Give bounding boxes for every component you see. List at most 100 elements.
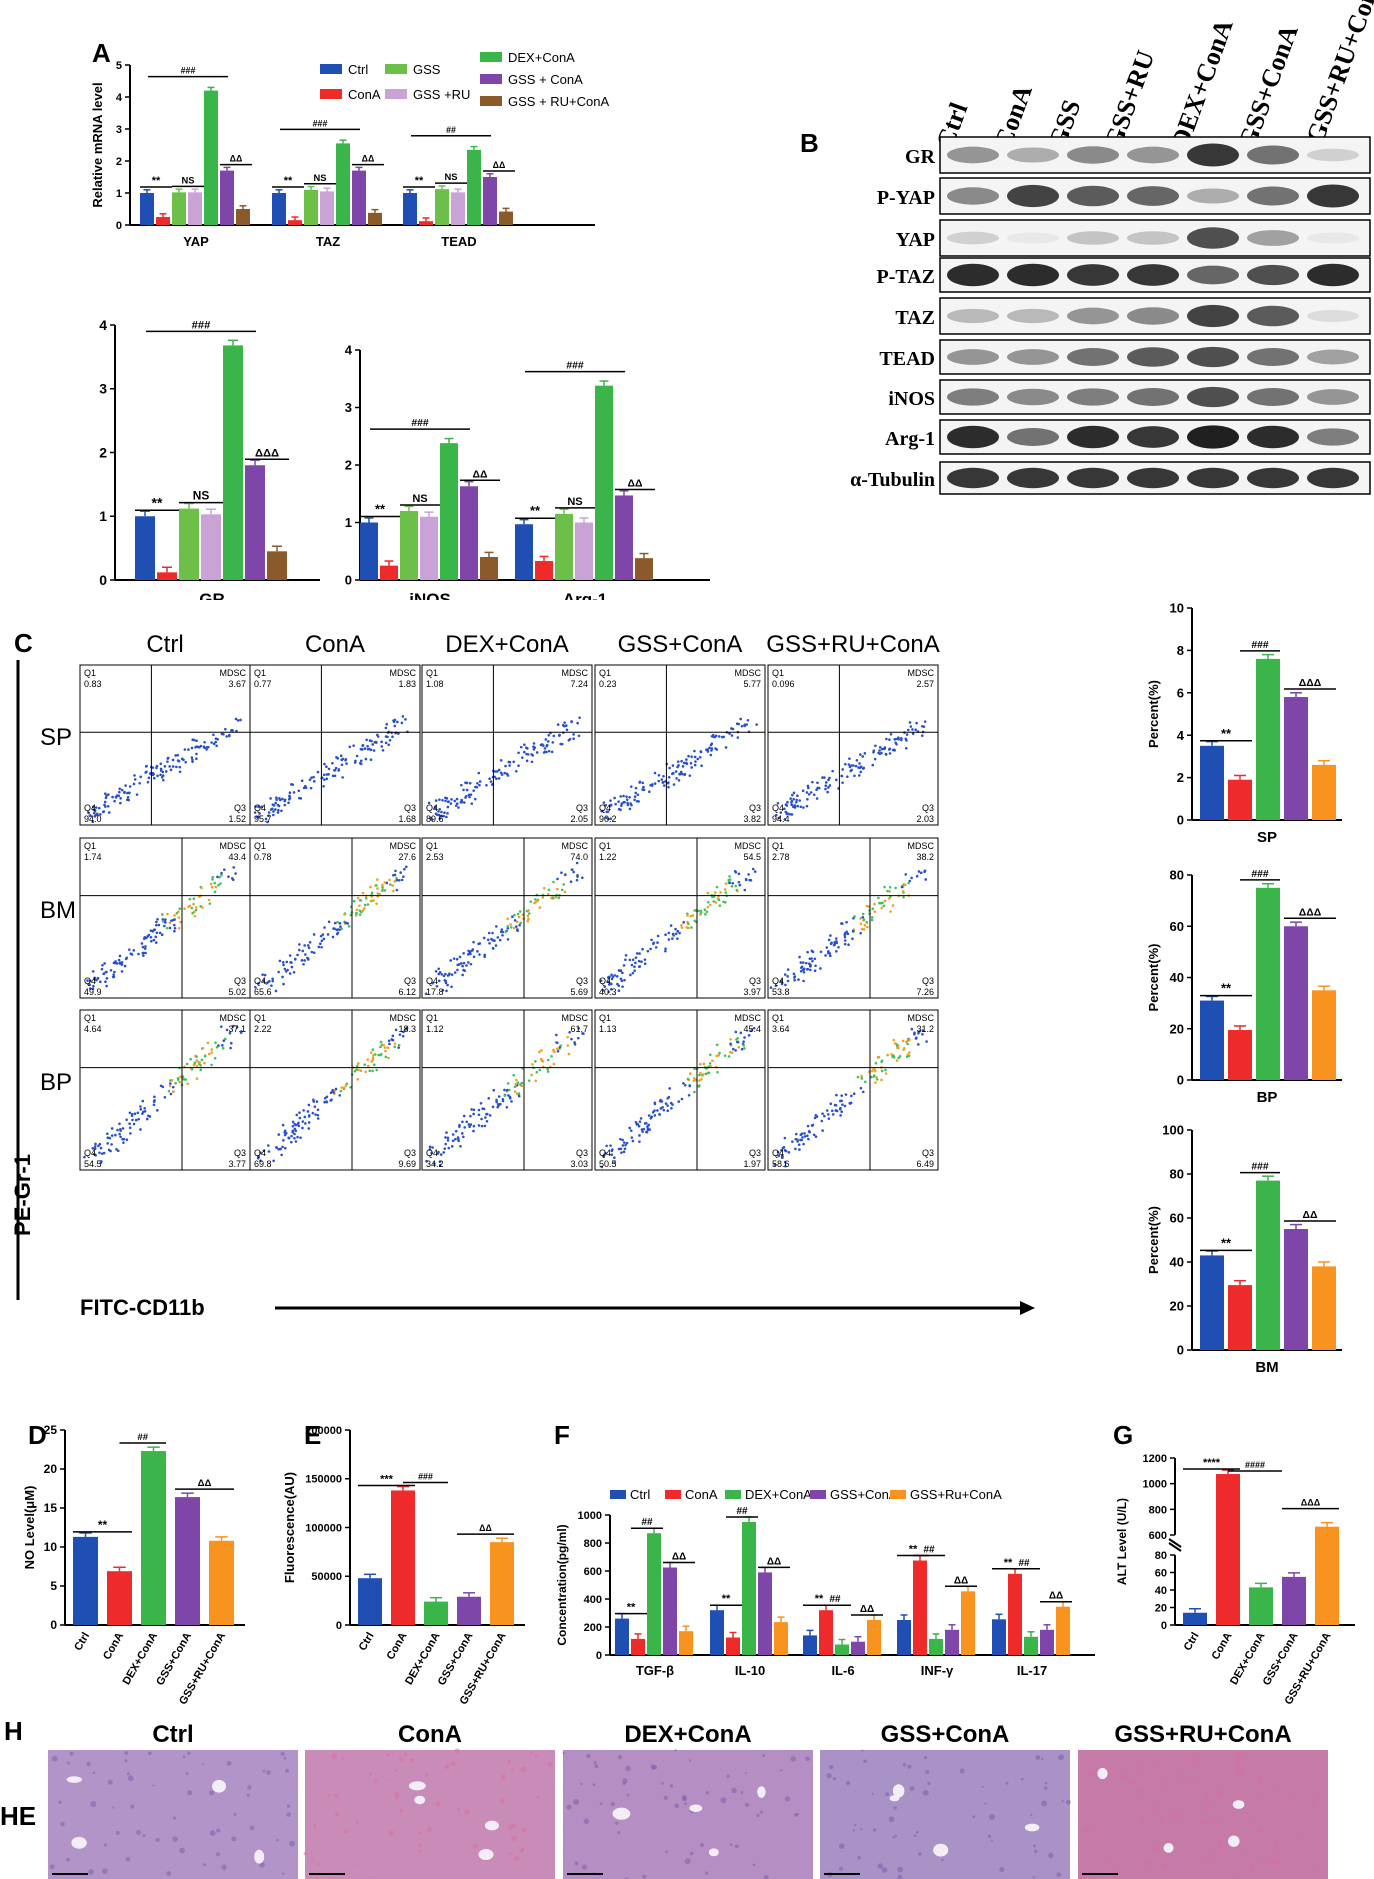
flow-event xyxy=(363,903,367,907)
blot-band xyxy=(1307,184,1359,208)
flow-event xyxy=(388,738,392,742)
flow-event xyxy=(167,1089,171,1093)
flow-event xyxy=(272,813,275,817)
flow-event xyxy=(162,778,165,782)
flow-event xyxy=(501,1098,505,1101)
flow-event xyxy=(497,768,501,772)
flow-event xyxy=(312,780,316,783)
flow-event xyxy=(163,924,166,928)
quadrant-q4-value: 95.7 xyxy=(254,814,272,824)
y-tick-label: 2 xyxy=(1177,770,1184,785)
flow-event xyxy=(394,869,397,873)
tissue-speck xyxy=(1111,1864,1115,1868)
flow-event xyxy=(333,927,336,930)
bar xyxy=(220,170,234,225)
flow-event xyxy=(796,1140,799,1143)
flow-event xyxy=(545,750,548,754)
flow-event xyxy=(135,793,139,796)
flow-event xyxy=(809,965,812,968)
flow-event xyxy=(361,891,365,895)
quadrant-q4-value: 69.8 xyxy=(254,1159,272,1169)
flow-event xyxy=(793,976,796,979)
tissue-speck xyxy=(58,1800,62,1805)
flow-event xyxy=(118,954,122,958)
flow-event xyxy=(553,1050,556,1054)
flow-event xyxy=(634,786,638,790)
flow-event xyxy=(372,1054,375,1057)
flow-event xyxy=(461,964,464,968)
flow-event xyxy=(536,899,539,903)
flow-event xyxy=(515,769,518,773)
flow-event xyxy=(874,744,877,748)
flow-event xyxy=(147,776,151,780)
tissue-speck xyxy=(280,1751,285,1756)
bar xyxy=(945,1629,959,1655)
bar xyxy=(304,189,318,225)
flow-event xyxy=(215,1045,219,1049)
sig-stars: ** xyxy=(1221,726,1232,741)
y-tick-label: 80 xyxy=(1170,1167,1184,1182)
flow-event xyxy=(117,958,121,962)
flow-event xyxy=(442,1151,446,1154)
flow-event xyxy=(144,765,148,768)
tissue-speck xyxy=(372,1875,375,1878)
legend-label: GSS+ConA xyxy=(830,1487,898,1502)
flow-event xyxy=(581,876,584,880)
flow-event xyxy=(393,1042,397,1045)
bar xyxy=(1249,1587,1273,1625)
flow-event xyxy=(387,743,391,747)
flow-event xyxy=(805,791,809,794)
tissue-speck xyxy=(915,1830,919,1834)
flow-event xyxy=(472,940,475,944)
flow-event xyxy=(405,865,408,869)
flow-plot-frame xyxy=(767,664,939,826)
quadrant-q4-label: Q4 xyxy=(254,803,266,813)
flow-event xyxy=(338,1094,342,1097)
tissue-speck xyxy=(1088,1771,1094,1777)
flow-event xyxy=(139,775,143,779)
y-tick-label: 800 xyxy=(584,1538,602,1550)
flow-event xyxy=(657,779,661,783)
quadrant-q4-label: Q4 xyxy=(772,976,784,986)
flow-event xyxy=(886,1053,889,1057)
flow-event xyxy=(143,935,147,939)
flow-event xyxy=(391,735,394,739)
flow-event xyxy=(344,921,347,924)
flow-event xyxy=(853,774,856,778)
bar xyxy=(179,508,199,580)
flow-event xyxy=(319,934,323,938)
tissue-speck xyxy=(112,1806,115,1809)
flow-event xyxy=(527,909,530,912)
flow-event xyxy=(819,967,822,970)
flow-event xyxy=(735,888,739,892)
flow-event xyxy=(606,810,610,813)
quadrant-q3-value: 2.05 xyxy=(570,814,588,824)
y-axis-title: NO Level(μM) xyxy=(22,1486,37,1570)
flow-event xyxy=(115,1148,118,1151)
flow-event xyxy=(257,815,260,818)
tissue-speck xyxy=(763,1875,769,1879)
quadrant-mdsc-value: 5.77 xyxy=(743,679,761,689)
bar xyxy=(710,1610,724,1655)
tissue-speck xyxy=(1312,1798,1317,1804)
flow-event xyxy=(295,1113,299,1117)
flow-event xyxy=(451,1133,455,1136)
tissue-speck xyxy=(1275,1850,1280,1855)
sig-hash: ### xyxy=(1251,640,1269,651)
flow-event xyxy=(517,751,520,755)
tissue-speck xyxy=(592,1783,596,1787)
flow-event xyxy=(921,1032,924,1036)
flow-event xyxy=(827,1113,830,1116)
flow-event xyxy=(796,804,800,808)
flow-event xyxy=(272,810,275,813)
flow-event xyxy=(114,960,117,963)
flow-event xyxy=(513,1090,517,1093)
flow-event xyxy=(572,737,575,740)
flow-event xyxy=(628,1126,631,1130)
panel-letter-f: F xyxy=(554,1420,570,1450)
bar xyxy=(451,192,465,225)
flow-event xyxy=(878,901,881,905)
flow-event xyxy=(281,1145,284,1149)
lane-label: DEX+ConA xyxy=(1165,15,1238,152)
